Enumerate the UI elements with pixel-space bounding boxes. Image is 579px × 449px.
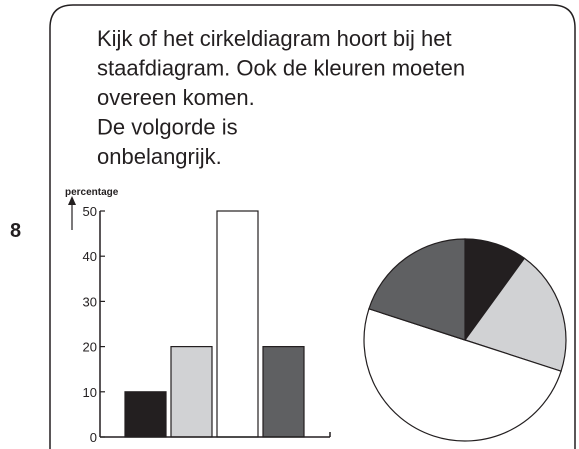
bar [124, 391, 167, 438]
instruction-line: staafdiagram. Ook de kleuren moeten [97, 56, 465, 81]
y-axis-label: percentage [65, 187, 119, 198]
y-tick-label: 50 [83, 204, 97, 219]
y-tick-label: 40 [83, 249, 97, 264]
arrow-head [68, 196, 76, 205]
bar [170, 346, 213, 438]
bar [216, 210, 259, 438]
y-tick-label: 0 [90, 430, 97, 445]
instruction-line: onbelangrijk. [97, 144, 222, 169]
y-tick-label: 10 [83, 385, 97, 400]
pie-slice [363, 308, 562, 442]
pie-slice [368, 238, 466, 341]
instruction-line: overeen komen. [97, 85, 255, 110]
instruction-line: Kijk of het cirkeldiagram hoort bij het [97, 26, 452, 51]
y-tick-label: 20 [83, 340, 97, 355]
exercise-number: 8 [10, 220, 21, 242]
instruction-line: De volgorde is [97, 115, 238, 140]
y-tick-label: 30 [83, 294, 97, 309]
bar [262, 346, 305, 438]
frame [49, 4, 576, 449]
pie-slice [464, 257, 567, 372]
